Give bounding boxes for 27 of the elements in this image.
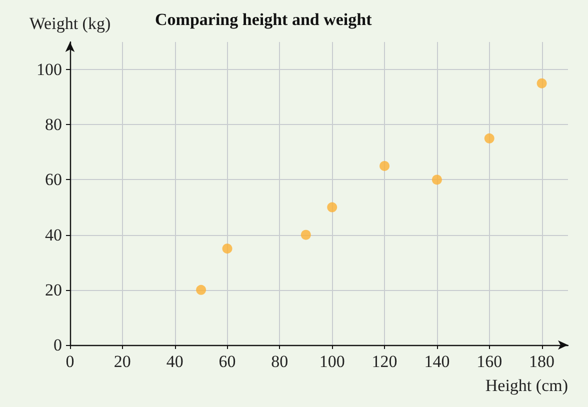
x-tick-label: 160: [476, 352, 502, 371]
y-tick-label: 60: [45, 170, 62, 190]
x-tick-label: 20: [114, 352, 131, 371]
point: [222, 244, 232, 254]
chart-title: Comparing height and weight: [155, 10, 372, 29]
x-tick-label: 80: [271, 352, 288, 371]
point: [300, 230, 311, 240]
x-tick-label: 60: [218, 352, 236, 371]
x-tick-label: 100: [319, 352, 345, 371]
y-tick-label: 100: [36, 60, 62, 80]
y-tick-label: 20: [45, 280, 62, 300]
point: [327, 202, 338, 212]
point: [484, 133, 494, 144]
x-axis-title: Height (cm): [485, 376, 568, 395]
point: [432, 174, 442, 185]
x-tick-label: 120: [372, 352, 398, 371]
point: [536, 78, 547, 88]
x-tick-label: 40: [166, 352, 184, 371]
x-tick-label: 140: [424, 352, 450, 371]
y-tick-label: 40: [45, 225, 62, 244]
y-tick-label: 80: [45, 115, 62, 134]
x-tick-label: 0: [66, 352, 74, 371]
y-axis-title: Weight (kg): [29, 14, 111, 33]
y-tick-label: 0: [54, 336, 62, 354]
point: [380, 160, 390, 171]
point: [196, 284, 206, 295]
x-tick-label: 180: [529, 352, 555, 371]
